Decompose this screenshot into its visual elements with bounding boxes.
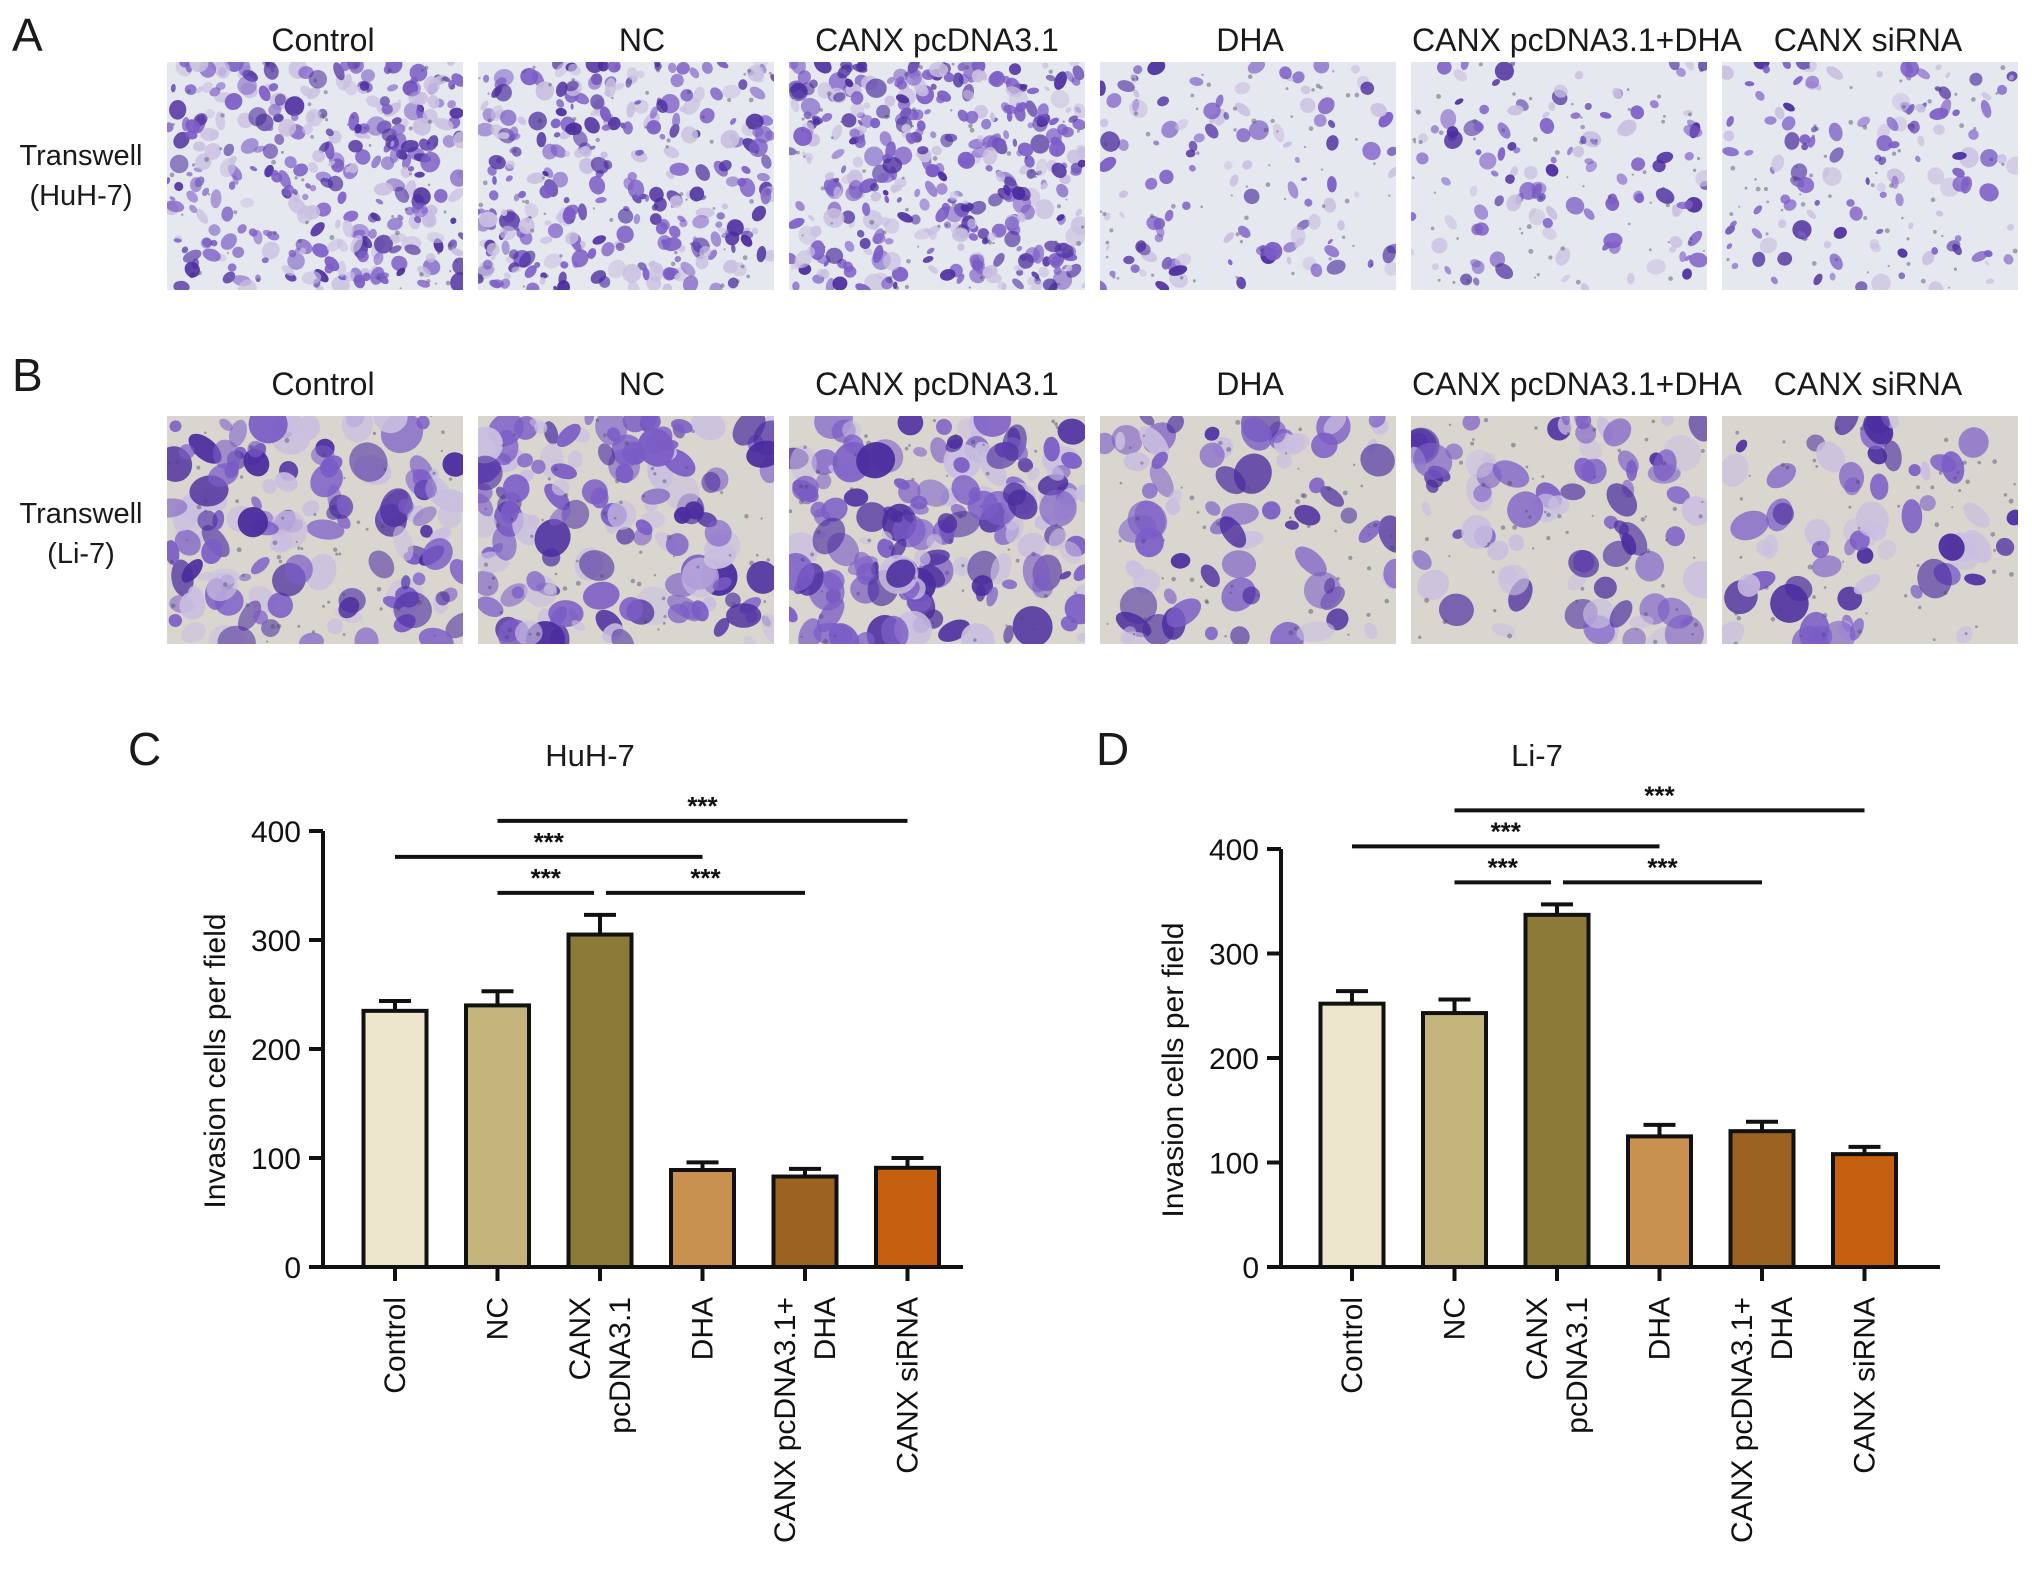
panel-letter-d: D: [1096, 723, 1130, 775]
cell-stain-image: [478, 416, 774, 644]
significance-label: ***: [531, 863, 562, 893]
row-label-li7: Transwell (Li-7): [6, 494, 156, 574]
row-label-huh7: Transwell (HuH-7): [6, 136, 156, 216]
cell-stain-image: [1100, 416, 1396, 644]
cell-stain-image: [167, 62, 463, 290]
x-tick-label: CANX pcDNA3.1: [564, 1297, 637, 1434]
significance-label: ***: [690, 863, 721, 893]
column-label-dha: DHA: [1216, 22, 1284, 58]
column-label-control: Control: [271, 22, 375, 58]
micrograph-huh7-dha: [1100, 62, 1396, 290]
cell-stain-image: [1100, 62, 1396, 290]
cell-stain-image: [789, 62, 1085, 290]
panel-letter-c: C: [128, 723, 162, 775]
column-label-canx-pcdna-dha: CANX pcDNA3.1+DHA: [1412, 22, 1742, 58]
row-label-line: Transwell: [19, 498, 143, 530]
micrograph-li7-dha: [1100, 416, 1396, 644]
cell-stain-image: [1722, 416, 2018, 644]
column-label-dha: DHA: [1216, 366, 1284, 402]
micrograph-li7-canx-sirna: [1722, 416, 2018, 644]
micrograph-huh7-control: [167, 62, 463, 290]
y-tick-label: 100: [251, 1143, 301, 1176]
significance-label: ***: [534, 827, 565, 857]
cell-stain-image: [1411, 62, 1707, 290]
column-label-canx-pcdna: CANX pcDNA3.1: [815, 22, 1059, 58]
column-label-canx-pcdna-dha: CANX pcDNA3.1+DHA: [1412, 366, 1742, 402]
row-label-line: (HuH-7): [29, 180, 133, 212]
bar-huh7-3: [669, 1167, 736, 1269]
micrograph-huh7-canx-pcdna-dha: [1411, 62, 1707, 290]
bar-huh7-0: [361, 1008, 429, 1269]
row-label-line: (Li-7): [47, 538, 115, 570]
cell-stain-image: [789, 416, 1085, 644]
x-tick-label: Control: [379, 1297, 412, 1394]
chart-title-li7: Li-7: [1511, 738, 1563, 773]
column-label-canx-pcdna: CANX pcDNA3.1: [815, 366, 1059, 402]
cell-stain-image: [167, 416, 463, 644]
row-label-line: Transwell: [19, 140, 143, 172]
y-tick-label: 300: [251, 925, 301, 958]
micrograph-huh7-nc: [478, 62, 774, 290]
x-tick-label: CANX pcDNA3.1+ DHA: [769, 1297, 842, 1543]
micrograph-li7-control: [167, 416, 463, 644]
y-tick-label: 0: [284, 1252, 301, 1285]
column-label-nc: NC: [618, 22, 666, 58]
cell-stain-image: [478, 62, 774, 290]
column-label-nc: NC: [618, 366, 666, 402]
panel-letter-b: B: [12, 349, 43, 401]
chart-title-huh7: HuH-7: [545, 738, 635, 773]
bar-huh7-1: [464, 1003, 531, 1270]
y-tick-label: 400: [251, 816, 301, 849]
bar-huh7-5: [874, 1165, 941, 1270]
significance-label: ***: [687, 791, 718, 821]
cell-stain-image: [1722, 62, 2018, 290]
y-axis-title: Invasion cells per field: [199, 913, 232, 1208]
cell-stain-image: [1411, 416, 1707, 644]
bar-huh7-2: [566, 932, 634, 1269]
y-tick-label: 200: [251, 1034, 301, 1067]
bar-huh7-4: [771, 1174, 839, 1270]
micrograph-li7-canx-pcdna: [789, 416, 1085, 644]
micrograph-li7-nc: [478, 416, 774, 644]
micrograph-li7-canx-pcdna-dha: [1411, 416, 1707, 644]
micrograph-huh7-canx-pcdna: [789, 62, 1085, 290]
panel-letter-a: A: [12, 9, 43, 61]
column-label-control: Control: [271, 366, 375, 402]
micrograph-huh7-canx-sirna: [1722, 62, 2018, 290]
x-tick-label: NC: [482, 1297, 515, 1340]
column-label-canx-sirna: CANX siRNA: [1773, 22, 1963, 58]
column-label-canx-sirna: CANX siRNA: [1773, 366, 1963, 402]
x-tick-label: DHA: [687, 1297, 720, 1360]
x-tick-label: CANX siRNA: [892, 1297, 925, 1474]
